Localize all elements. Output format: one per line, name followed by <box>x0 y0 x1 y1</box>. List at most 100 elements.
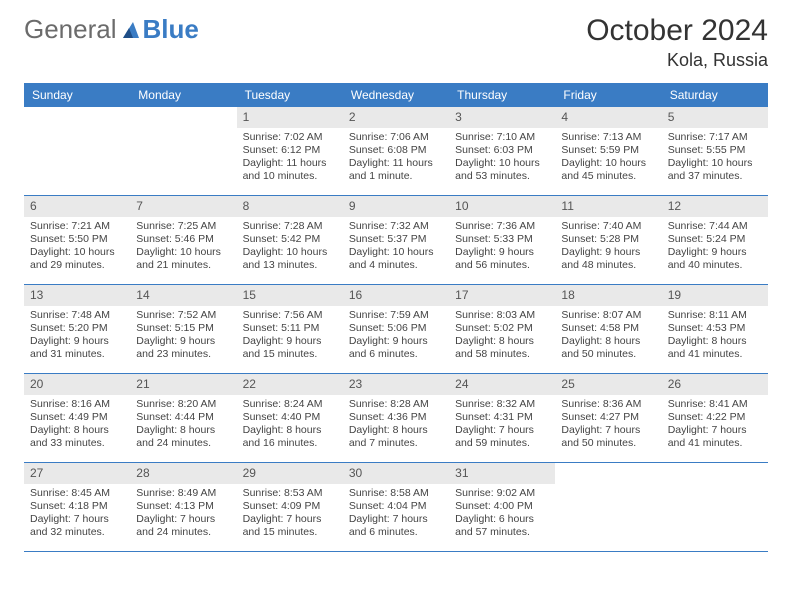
sail-icon <box>121 20 141 40</box>
daylight-text: Daylight: 10 hours and 13 minutes. <box>243 246 337 272</box>
daylight-text: Daylight: 9 hours and 40 minutes. <box>668 246 762 272</box>
sunrise-text: Sunrise: 8:58 AM <box>349 487 443 500</box>
day-cell: 20Sunrise: 8:16 AMSunset: 4:49 PMDayligh… <box>24 374 130 462</box>
sunset-text: Sunset: 5:42 PM <box>243 233 337 246</box>
sunrise-text: Sunrise: 7:10 AM <box>455 131 549 144</box>
daylight-text: Daylight: 7 hours and 59 minutes. <box>455 424 549 450</box>
day-cell: 25Sunrise: 8:36 AMSunset: 4:27 PMDayligh… <box>555 374 661 462</box>
day-cell <box>24 107 130 195</box>
sunrise-text: Sunrise: 7:32 AM <box>349 220 443 233</box>
sunset-text: Sunset: 5:46 PM <box>136 233 230 246</box>
sunrise-text: Sunrise: 8:20 AM <box>136 398 230 411</box>
sunset-text: Sunset: 4:40 PM <box>243 411 337 424</box>
day-header-fri: Friday <box>555 83 661 107</box>
sunrise-text: Sunrise: 7:56 AM <box>243 309 337 322</box>
sunrise-text: Sunrise: 8:28 AM <box>349 398 443 411</box>
logo: General Blue <box>24 14 199 45</box>
sunrise-text: Sunrise: 7:36 AM <box>455 220 549 233</box>
daylight-text: Daylight: 7 hours and 50 minutes. <box>561 424 655 450</box>
daylight-text: Daylight: 6 hours and 57 minutes. <box>455 513 549 539</box>
sunset-text: Sunset: 4:44 PM <box>136 411 230 424</box>
daylight-text: Daylight: 8 hours and 58 minutes. <box>455 335 549 361</box>
day-header-thu: Thursday <box>449 83 555 107</box>
day-number: 10 <box>449 196 555 217</box>
sunset-text: Sunset: 4:22 PM <box>668 411 762 424</box>
day-number: 4 <box>555 107 661 128</box>
sunset-text: Sunset: 5:02 PM <box>455 322 549 335</box>
sunset-text: Sunset: 4:09 PM <box>243 500 337 513</box>
daylight-text: Daylight: 7 hours and 32 minutes. <box>30 513 124 539</box>
sunrise-text: Sunrise: 7:52 AM <box>136 309 230 322</box>
day-number: 13 <box>24 285 130 306</box>
calendar-page: General Blue October 2024 Kola, Russia S… <box>0 0 792 552</box>
daylight-text: Daylight: 10 hours and 4 minutes. <box>349 246 443 272</box>
sunset-text: Sunset: 5:28 PM <box>561 233 655 246</box>
day-cell: 14Sunrise: 7:52 AMSunset: 5:15 PMDayligh… <box>130 285 236 373</box>
day-cell: 21 Sunrise: 8:20 AMSunset: 4:44 PMDayligh… <box>130 374 236 462</box>
sunset-text: Sunset: 5:59 PM <box>561 144 655 157</box>
header: General Blue October 2024 Kola, Russia <box>24 14 768 71</box>
daylight-text: Daylight: 10 hours and 37 minutes. <box>668 157 762 183</box>
daylight-text: Daylight: 10 hours and 53 minutes. <box>455 157 549 183</box>
daylight-text: Daylight: 7 hours and 6 minutes. <box>349 513 443 539</box>
sunset-text: Sunset: 4:36 PM <box>349 411 443 424</box>
sunrise-text: Sunrise: 8:16 AM <box>30 398 124 411</box>
sunset-text: Sunset: 5:33 PM <box>455 233 549 246</box>
daylight-text: Daylight: 8 hours and 33 minutes. <box>30 424 124 450</box>
sunset-text: Sunset: 4:58 PM <box>561 322 655 335</box>
daylight-text: Daylight: 9 hours and 6 minutes. <box>349 335 443 361</box>
day-cell: 19Sunrise: 8:11 AMSunset: 4:53 PMDayligh… <box>662 285 768 373</box>
day-number: 18 <box>555 285 661 306</box>
day-cell: 8 Sunrise: 7:28 AMSunset: 5:42 PMDaylight… <box>237 196 343 284</box>
sunrise-text: Sunrise: 7:28 AM <box>243 220 337 233</box>
day-number: 16 <box>343 285 449 306</box>
week-row: 1Sunrise: 7:02 AMSunset: 6:12 PMDaylight… <box>24 107 768 196</box>
day-number: 1 <box>237 107 343 128</box>
day-number: 14 <box>130 285 236 306</box>
day-cell: 22Sunrise: 8:24 AMSunset: 4:40 PMDayligh… <box>237 374 343 462</box>
daylight-text: Daylight: 8 hours and 7 minutes. <box>349 424 443 450</box>
day-cell: 26Sunrise: 8:41 AMSunset: 4:22 PMDayligh… <box>662 374 768 462</box>
sunset-text: Sunset: 4:31 PM <box>455 411 549 424</box>
sunset-text: Sunset: 5:20 PM <box>30 322 124 335</box>
day-number: 8 <box>237 196 343 217</box>
day-header-row: Sunday Monday Tuesday Wednesday Thursday… <box>24 83 768 107</box>
day-cell <box>662 463 768 551</box>
day-header-sat: Saturday <box>662 83 768 107</box>
day-number: 11 <box>555 196 661 217</box>
location: Kola, Russia <box>586 50 768 71</box>
daylight-text: Daylight: 10 hours and 21 minutes. <box>136 246 230 272</box>
sunset-text: Sunset: 6:03 PM <box>455 144 549 157</box>
daylight-text: Daylight: 9 hours and 15 minutes. <box>243 335 337 361</box>
day-cell: 31Sunrise: 9:02 AMSunset: 4:00 PMDayligh… <box>449 463 555 551</box>
day-number: 21 <box>130 374 236 395</box>
day-cell: 3Sunrise: 7:10 AMSunset: 6:03 PMDaylight… <box>449 107 555 195</box>
sunrise-text: Sunrise: 8:11 AM <box>668 309 762 322</box>
daylight-text: Daylight: 9 hours and 23 minutes. <box>136 335 230 361</box>
day-number: 9 <box>343 196 449 217</box>
day-number: 17 <box>449 285 555 306</box>
week-row: 20Sunrise: 8:16 AMSunset: 4:49 PMDayligh… <box>24 374 768 463</box>
day-number: 27 <box>24 463 130 484</box>
day-cell: 4Sunrise: 7:13 AMSunset: 5:59 PMDaylight… <box>555 107 661 195</box>
day-number: 23 <box>343 374 449 395</box>
daylight-text: Daylight: 8 hours and 24 minutes. <box>136 424 230 450</box>
daylight-text: Daylight: 7 hours and 24 minutes. <box>136 513 230 539</box>
day-header-tue: Tuesday <box>237 83 343 107</box>
day-cell: 6Sunrise: 7:21 AMSunset: 5:50 PMDaylight… <box>24 196 130 284</box>
daylight-text: Daylight: 8 hours and 50 minutes. <box>561 335 655 361</box>
day-number: 30 <box>343 463 449 484</box>
day-number: 5 <box>662 107 768 128</box>
logo-text-2: Blue <box>143 14 199 45</box>
day-cell: 24Sunrise: 8:32 AMSunset: 4:31 PMDayligh… <box>449 374 555 462</box>
day-number: 31 <box>449 463 555 484</box>
daylight-text: Daylight: 9 hours and 31 minutes. <box>30 335 124 361</box>
day-cell <box>130 107 236 195</box>
day-cell: 2Sunrise: 7:06 AMSunset: 6:08 PMDaylight… <box>343 107 449 195</box>
daylight-text: Daylight: 7 hours and 41 minutes. <box>668 424 762 450</box>
week-row: 13Sunrise: 7:48 AMSunset: 5:20 PMDayligh… <box>24 285 768 374</box>
calendar-grid: 1Sunrise: 7:02 AMSunset: 6:12 PMDaylight… <box>24 107 768 552</box>
sunset-text: Sunset: 4:53 PM <box>668 322 762 335</box>
day-number: 29 <box>237 463 343 484</box>
day-number: 6 <box>24 196 130 217</box>
